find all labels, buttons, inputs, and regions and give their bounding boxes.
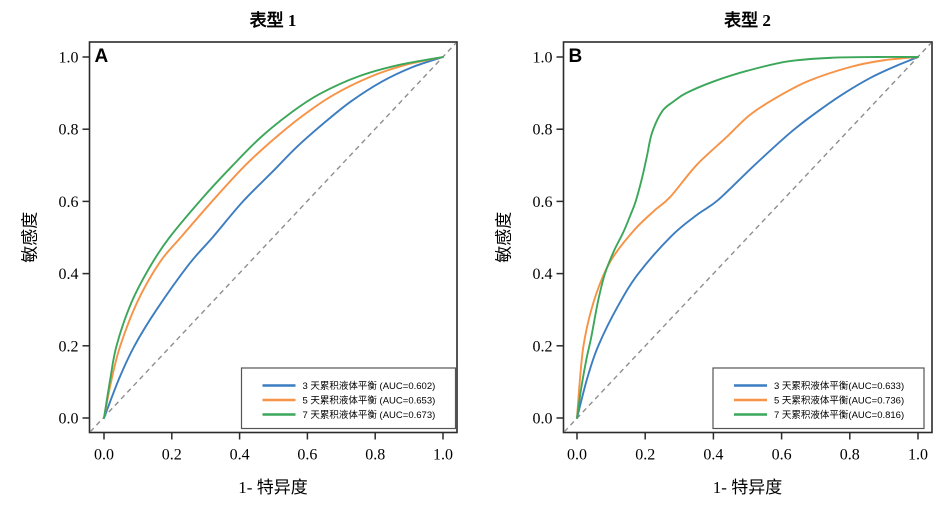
- panel-b-legend-box: [712, 367, 925, 430]
- panel-a-legend-label-7day: 7 天累积液体平衡 (AUC=0.673): [303, 409, 436, 421]
- panel-b-letter: B: [569, 46, 583, 67]
- panel-a-x-tick-label: 0.0: [94, 447, 114, 464]
- panel-a-y-axis-label: 敏感度: [21, 212, 40, 263]
- panel-b-x-tick-label: 0.0: [567, 447, 587, 464]
- panel-b-roc-curve-3day: [576, 56, 919, 419]
- panel-a-y-tick-label: 0.4: [59, 266, 79, 283]
- panel-b-y-tick-label: 0.8: [533, 122, 553, 139]
- panel-a-y-tick-label: 0.6: [59, 194, 79, 211]
- panel-b-legend-label-7day: 7 天累积液体平衡(AUC=0.816): [774, 409, 904, 421]
- panel-b-roc-curve-7day: [576, 55, 919, 419]
- panel-b-x-tick-label: 1.0: [908, 447, 928, 464]
- panel-a-title: 表型 1: [250, 10, 297, 30]
- panel-b-legend: 3 天累积液体平衡(AUC=0.633) 5 天累积液体平衡(AUC=0.736)…: [712, 367, 925, 430]
- panel-a-roc-curve-3day: [103, 56, 444, 419]
- panel-b-y-axis-label: 敏感度: [495, 212, 514, 263]
- panel-a-reference-diagonal: [89, 42, 457, 433]
- panel-b-plot-box: [562, 41, 933, 434]
- panel-b-x-tick-label: 0.2: [635, 447, 655, 464]
- panel-b-y-tick-label: 0.4: [533, 266, 553, 283]
- panel-b-x-axis-label: 1- 特异度: [713, 478, 782, 497]
- panel-a-legend-label-3day: 3 天累积液体平衡 (AUC=0.602): [303, 380, 436, 392]
- panel-a-x-tick-label: 0.2: [162, 447, 182, 464]
- panel-a-letter: A: [95, 46, 109, 67]
- panel-a-x-tick-label: 0.4: [230, 447, 250, 464]
- panel-a-legend-box: [240, 367, 457, 430]
- panel-a-y-tick-label: 0.2: [59, 338, 79, 355]
- panel-b-x-tick-label: 0.8: [840, 447, 860, 464]
- panel-a: 表型 1 0.0 0.2 0.4 0.6 0.8 1.0 0.0 0.2 0.4 0.6 0.8 1.0…: [21, 10, 458, 497]
- panel-b-reference-diagonal: [563, 42, 932, 433]
- panel-b-y-tick-label: 1.0: [533, 50, 553, 67]
- panel-a-roc-curve-7day: [103, 56, 444, 419]
- panel-a-x-tick-label: 0.6: [297, 447, 317, 464]
- panel-a-y-tick-label: 1.0: [59, 50, 79, 67]
- panel-b-y-tick-label: 0.6: [533, 194, 553, 211]
- panel-a-y-tick-label: 0.0: [59, 411, 79, 428]
- panel-b-legend-label-3day: 3 天累积液体平衡(AUC=0.633): [774, 380, 904, 392]
- panel-a-legend-label-5day: 5 天累积液体平衡 (AUC=0.653): [303, 395, 436, 407]
- panel-b-x-tick-label: 0.4: [703, 447, 723, 464]
- panel-b-legend-label-5day: 5 天累积液体平衡(AUC=0.736): [774, 395, 904, 407]
- panel-a-legend: 3 天累积液体平衡 (AUC=0.602) 5 天累积液体平衡 (AUC=0.65…: [240, 367, 457, 430]
- panel-b-y-tick-label: 0.0: [533, 411, 553, 428]
- panel-a-x-tick-label: 1.0: [433, 447, 453, 464]
- panel-b-y-tick-label: 0.2: [533, 338, 553, 355]
- panel-b: 表型 2 0.0 0.2 0.4 0.6 0.8 1.0 0.0 0.2 0.4 0.6 0.8 1.0…: [495, 10, 933, 497]
- panel-b-x-tick-label: 0.6: [772, 447, 792, 464]
- panel-a-roc-curve-5day: [103, 56, 444, 419]
- panel-b-roc-curve-5day: [576, 56, 919, 419]
- panel-a-x-axis-label: 1- 特异度: [238, 478, 307, 497]
- panel-a-plot-box: [88, 41, 458, 434]
- panel-a-y-tick-label: 0.8: [59, 122, 79, 139]
- panel-a-x-tick-label: 0.8: [365, 447, 385, 464]
- panel-b-title: 表型 2: [724, 10, 771, 30]
